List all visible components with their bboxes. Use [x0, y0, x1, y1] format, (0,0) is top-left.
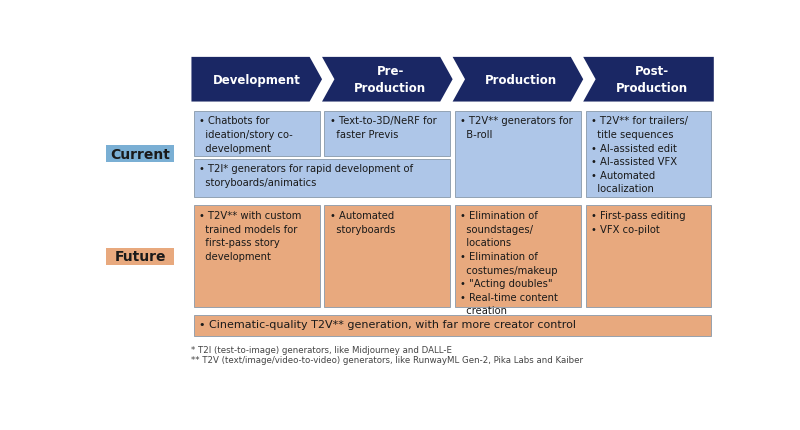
- Text: • First-pass editing
• VFX co-pilot: • First-pass editing • VFX co-pilot: [591, 211, 686, 234]
- Text: • Elimination of
  soundstages/
  locations
• Elimination of
  costumes/makeup
•: • Elimination of soundstages/ locations …: [460, 211, 558, 316]
- Text: Development: Development: [213, 74, 301, 86]
- Text: * T2I (test-to-image) generators, like Midjourney and DALL-E: * T2I (test-to-image) generators, like M…: [191, 345, 453, 354]
- FancyBboxPatch shape: [194, 111, 320, 157]
- Text: • Chatbots for
  ideation/story co-
  development: • Chatbots for ideation/story co- develo…: [199, 116, 293, 153]
- FancyBboxPatch shape: [194, 159, 450, 197]
- Text: ** T2V (text/image/video-to-video) generators, like RunwayML Gen-2, Pika Labs an: ** T2V (text/image/video-to-video) gener…: [191, 355, 583, 364]
- Polygon shape: [322, 58, 453, 102]
- Text: • Cinematic-quality T2V** generation, with far more creator control: • Cinematic-quality T2V** generation, wi…: [199, 320, 576, 330]
- Polygon shape: [191, 58, 322, 102]
- Text: Production: Production: [485, 74, 557, 86]
- FancyBboxPatch shape: [194, 315, 711, 337]
- Text: • Automated
  storyboards: • Automated storyboards: [330, 211, 395, 234]
- FancyBboxPatch shape: [106, 146, 174, 163]
- Text: Post-
Production: Post- Production: [615, 65, 688, 95]
- Polygon shape: [583, 58, 714, 102]
- Polygon shape: [453, 58, 583, 102]
- FancyBboxPatch shape: [586, 111, 711, 197]
- Text: • Text-to-3D/NeRF for
  faster Previs: • Text-to-3D/NeRF for faster Previs: [330, 116, 437, 140]
- Text: Pre-
Production: Pre- Production: [354, 65, 426, 95]
- FancyBboxPatch shape: [455, 206, 581, 307]
- FancyBboxPatch shape: [106, 248, 174, 265]
- FancyBboxPatch shape: [194, 206, 320, 307]
- FancyBboxPatch shape: [324, 206, 450, 307]
- FancyBboxPatch shape: [586, 206, 711, 307]
- Text: • T2V** with custom
  trained models for
  first-pass story
  development: • T2V** with custom trained models for f…: [199, 211, 302, 261]
- Text: • T2V** generators for
  B-roll: • T2V** generators for B-roll: [460, 116, 573, 140]
- FancyBboxPatch shape: [324, 111, 450, 157]
- Text: • T2V** for trailers/
  title sequences
• Al-assisted edit
• Al-assisted VFX
• A: • T2V** for trailers/ title sequences • …: [591, 116, 688, 194]
- Text: Future: Future: [114, 250, 166, 264]
- Text: • T2I* generators for rapid development of
  storyboards/animatics: • T2I* generators for rapid development …: [199, 164, 414, 187]
- FancyBboxPatch shape: [455, 111, 581, 197]
- Text: Current: Current: [110, 147, 170, 162]
